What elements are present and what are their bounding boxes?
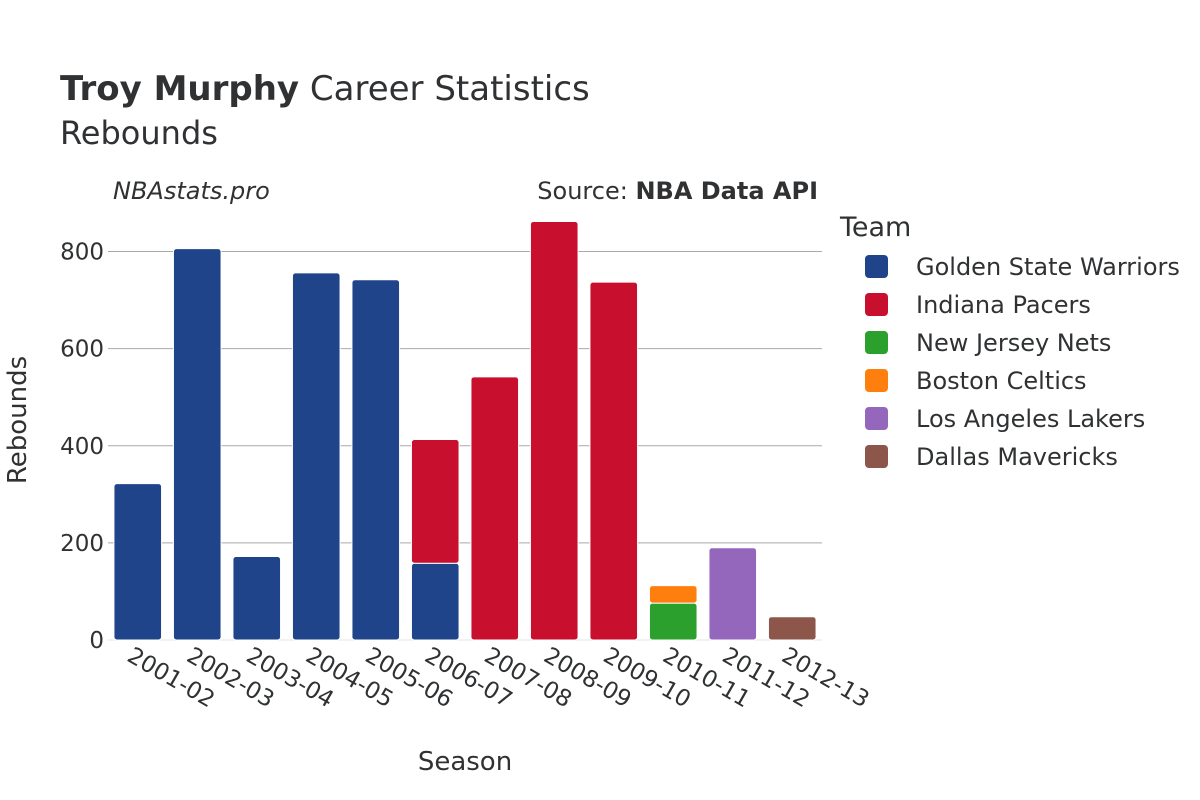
source-note: Source: NBA Data API xyxy=(537,177,818,205)
bar-indiana-pacers-2007-08 xyxy=(470,376,520,641)
bar-indiana-pacers-2008-09 xyxy=(529,220,579,641)
legend-swatch-new-jersey-nets xyxy=(865,331,888,354)
bar-golden-state-warriors-2006-07 xyxy=(410,562,460,641)
bar-boston-celtics-2010-11 xyxy=(648,585,698,604)
bar-golden-state-warriors-2003-04 xyxy=(232,555,282,641)
legend-label-los-angeles-lakers: Los Angeles Lakers xyxy=(916,405,1145,433)
bar-golden-state-warriors-2005-06 xyxy=(351,279,401,641)
legend-swatch-golden-state-warriors xyxy=(865,255,888,278)
bar-golden-state-warriors-2001-02 xyxy=(113,483,163,641)
chart-title: Troy Murphy Career Statistics xyxy=(60,69,590,109)
legend: Team Golden State Warriors Indiana Pacers… xyxy=(839,212,1180,471)
bar-golden-state-warriors-2004-05 xyxy=(291,272,341,641)
legend-swatch-boston-celtics xyxy=(865,369,888,392)
bar-indiana-pacers-2006-07 xyxy=(410,438,460,564)
chart-subtitle: Rebounds xyxy=(60,114,218,152)
legend-label-boston-celtics: Boston Celtics xyxy=(916,367,1087,395)
bar-dallas-mavericks-2012-13 xyxy=(767,616,817,641)
legend-swatch-indiana-pacers xyxy=(865,293,888,316)
y-tick-label: 200 xyxy=(60,531,104,557)
watermark: NBAstats.pro xyxy=(113,177,270,205)
source-prefix: Source: xyxy=(537,177,635,205)
legend-label-new-jersey-nets: New Jersey Nets xyxy=(916,329,1111,357)
y-tick-label: 0 xyxy=(89,628,104,654)
y-tick-label: 600 xyxy=(60,337,104,363)
bar-golden-state-warriors-2002-03 xyxy=(172,248,222,641)
y-tick-label: 400 xyxy=(60,434,104,460)
legend-title: Team xyxy=(839,212,911,243)
legend-label-indiana-pacers: Indiana Pacers xyxy=(916,291,1091,319)
y-tick-labels: 0 200 400 600 800 xyxy=(60,240,104,654)
chart-title-player: Troy Murphy xyxy=(60,69,299,109)
bar-new-jersey-nets-2010-11 xyxy=(648,602,698,641)
gridlines xyxy=(108,251,822,641)
x-tick-labels: 2001-022002-032003-042004-052005-062006-… xyxy=(123,643,874,714)
source-name: NBA Data API xyxy=(635,177,818,205)
bar-los-angeles-lakers-2011-12 xyxy=(708,547,758,641)
legend-label-golden-state-warriors: Golden State Warriors xyxy=(916,253,1180,281)
bar-indiana-pacers-2009-10 xyxy=(589,281,639,641)
legend-swatch-los-angeles-lakers xyxy=(865,407,888,430)
bars xyxy=(113,220,817,641)
legend-label-dallas-mavericks: Dallas Mavericks xyxy=(916,443,1118,471)
y-axis-title: Rebounds xyxy=(3,356,33,484)
chart-title-rest: Career Statistics xyxy=(299,69,590,109)
y-tick-label: 800 xyxy=(60,240,104,266)
legend-swatch-dallas-mavericks xyxy=(865,445,888,468)
x-axis-title: Season xyxy=(418,747,512,777)
